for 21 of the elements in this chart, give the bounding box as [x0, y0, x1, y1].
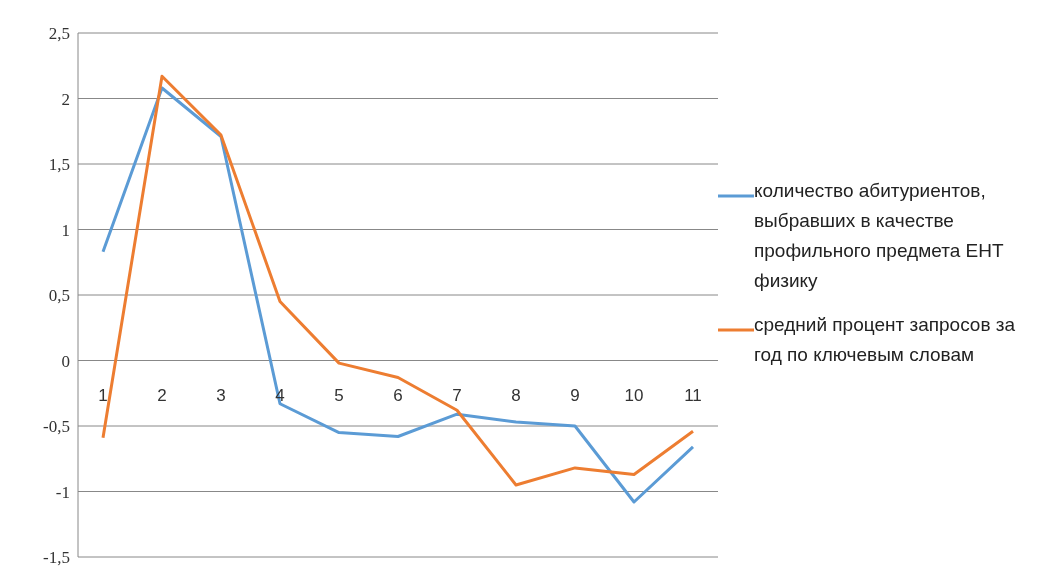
y-tick-label: 1,5 — [48, 155, 70, 175]
x-tick-label: 5 — [334, 385, 344, 405]
x-tick-label: 7 — [452, 385, 462, 405]
y-tick-label: -1,5 — [43, 548, 70, 568]
y-tick-label: -1 — [55, 482, 70, 502]
x-tick-label: 3 — [216, 385, 226, 405]
x-tick-label: 2 — [157, 385, 167, 405]
y-tick-label: 2 — [61, 89, 70, 109]
x-tick-label: 6 — [393, 385, 403, 405]
x-tick-label: 8 — [511, 385, 521, 405]
y-tick-label: 2,5 — [48, 24, 70, 44]
x-tick-label: 10 — [624, 385, 644, 405]
y-tick-label: 0 — [61, 351, 70, 371]
y-tick-label: 0,5 — [48, 286, 70, 306]
x-tick-label: 11 — [684, 385, 702, 405]
y-tick-label: -0,5 — [43, 417, 70, 437]
legend-label: количество абитуриентов, выбравших в качестве профильного предмета ЕНТ физику — [754, 179, 1005, 293]
x-tick-label: 9 — [570, 385, 580, 405]
legend-label: средний процент запросов за год по ключевым словам — [754, 313, 1017, 367]
x-tick-label: 1 — [98, 385, 108, 405]
y-tick-label: 1 — [61, 220, 70, 240]
